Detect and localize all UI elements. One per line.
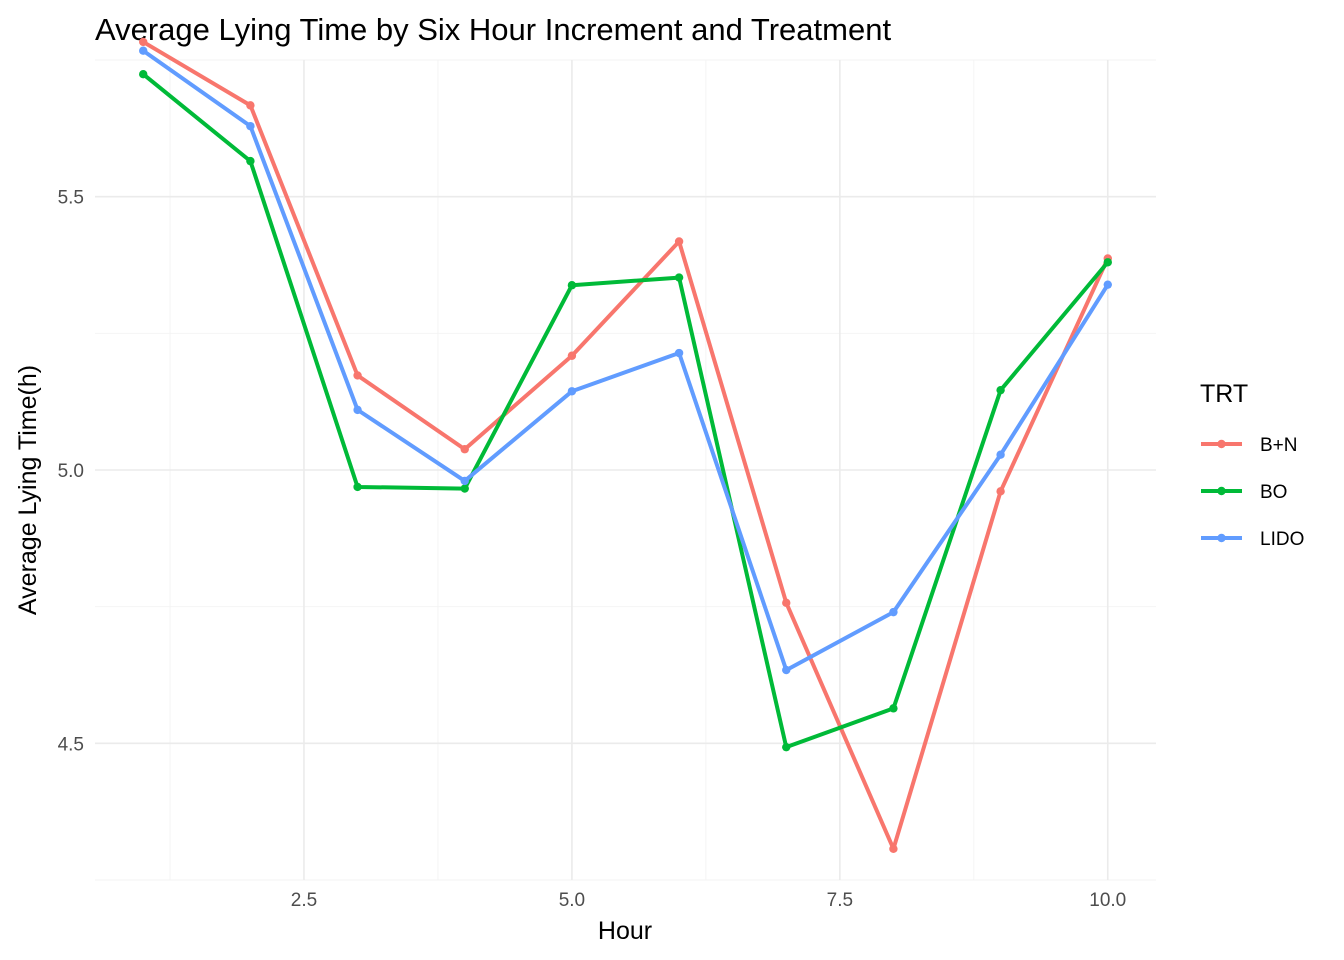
x-tick-label: 2.5 [291, 890, 317, 911]
series-bo [139, 70, 1112, 752]
data-point-bo [460, 484, 469, 493]
legend-key-point [1217, 439, 1226, 449]
x-tick-label: 10.0 [1089, 890, 1126, 911]
legend-label: B+N [1260, 435, 1298, 456]
data-point-b-n [567, 351, 577, 360]
series-lido [139, 46, 1112, 675]
legend-item-bo: BO [1201, 482, 1287, 503]
data-point-bo [1103, 258, 1112, 267]
data-point-bo [246, 156, 255, 166]
data-point-lido [567, 387, 577, 396]
series-b-n [139, 37, 1112, 854]
legend-label: BO [1260, 482, 1287, 503]
x-axis-title: Hour [598, 917, 652, 945]
data-point-bo [782, 742, 791, 752]
legend-key-point [1217, 486, 1226, 496]
y-tick-label: 5.0 [58, 461, 84, 482]
data-point-lido [1103, 280, 1112, 289]
series-line-bo [141, 72, 1110, 750]
data-point-b-n [246, 101, 255, 110]
y-axis-title: Average Lying Time(h) [14, 365, 42, 615]
legend-item-b-n: B+N [1201, 435, 1298, 456]
x-tick-label: 5.0 [559, 890, 585, 911]
series-line-lido [142, 49, 1110, 673]
legend-key-point [1217, 533, 1226, 543]
data-point-b-n [996, 487, 1005, 496]
data-point-bo [889, 704, 898, 713]
series-line-b-n [142, 40, 1110, 851]
data-point-b-n [674, 237, 684, 246]
data-point-bo [353, 482, 362, 492]
data-point-lido [353, 405, 362, 415]
y-tick-label: 4.5 [58, 734, 84, 755]
grid [95, 59, 1156, 881]
data-point-b-n [889, 844, 898, 854]
data-point-lido [889, 607, 898, 617]
data-point-bo [674, 273, 684, 282]
chart-title: Average Lying Time by Six Hour Increment… [95, 12, 891, 47]
series-layer [139, 37, 1112, 854]
data-point-lido [460, 476, 469, 486]
data-point-b-n [460, 445, 469, 454]
legend-item-lido: LIDO [1201, 529, 1304, 550]
data-point-lido [782, 665, 791, 675]
y-tick-label: 5.5 [58, 188, 84, 209]
legend-title: TRT [1200, 380, 1248, 408]
data-point-b-n [139, 37, 148, 47]
x-axis-ticks: 2.5 5.0 7.5 10.0 [291, 890, 1126, 911]
legend-label: LIDO [1260, 529, 1304, 550]
data-point-bo [567, 281, 577, 290]
data-point-b-n [782, 598, 791, 608]
data-point-lido [139, 46, 148, 55]
data-point-bo [996, 385, 1005, 395]
data-point-lido [674, 348, 684, 358]
data-point-lido [996, 450, 1005, 459]
data-point-lido [246, 121, 255, 131]
data-point-b-n [353, 371, 362, 380]
y-axis-ticks: 4.5 5.0 5.5 [58, 188, 84, 756]
legend: TRT B+N BO LIDO [1200, 380, 1304, 550]
x-tick-label: 7.5 [827, 890, 853, 911]
data-point-bo [139, 70, 148, 79]
